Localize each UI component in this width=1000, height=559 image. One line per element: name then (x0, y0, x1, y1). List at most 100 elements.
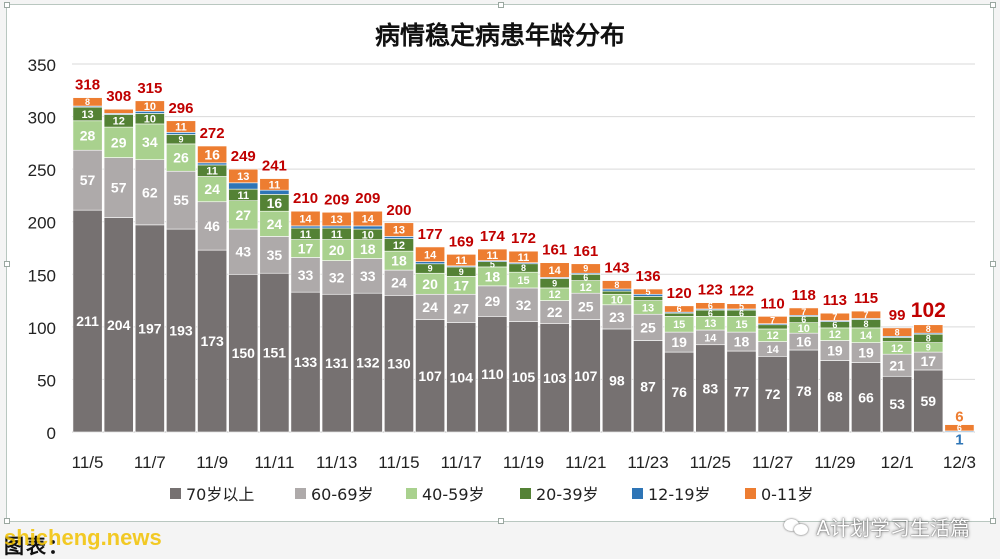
data-label: 43 (235, 244, 251, 260)
bar-segment (633, 288, 663, 295)
bar-segment (913, 324, 944, 334)
total-label: 177 (418, 226, 443, 243)
data-label: 7 (832, 312, 837, 322)
data-label: 26 (173, 150, 189, 166)
data-label: 27 (453, 300, 469, 316)
legend-label: 20-39岁 (536, 485, 599, 504)
data-label: 173 (200, 333, 224, 349)
bar-segment (757, 316, 788, 325)
data-label: 107 (574, 368, 598, 384)
bar-segment (601, 328, 632, 433)
bar-segment (477, 316, 508, 433)
bar-segment (197, 249, 228, 433)
bar-segment (788, 307, 819, 316)
data-label: 18 (360, 241, 376, 257)
footer-caption: 图表： (4, 534, 70, 558)
data-label: 11 (269, 179, 281, 191)
data-label: 24 (422, 299, 438, 315)
data-label: 104 (450, 369, 474, 385)
resize-handle[interactable] (4, 518, 10, 524)
resize-handle[interactable] (990, 261, 996, 267)
x-tick-label: 11/17 (441, 453, 482, 472)
y-tick-label: 0 (47, 424, 56, 443)
data-label: 12 (829, 329, 841, 341)
bar-segment (570, 263, 601, 274)
bar-segment (415, 261, 446, 265)
data-label: 19 (827, 343, 843, 359)
resize-handle[interactable] (990, 2, 996, 8)
bar-segment (259, 236, 290, 274)
data-label: 8 (864, 319, 869, 329)
bar-segment (290, 225, 321, 229)
data-label: 20 (329, 242, 345, 258)
total-label: 210 (293, 190, 318, 207)
data-label: 13 (331, 214, 343, 226)
data-label: 1 (955, 432, 963, 449)
legend-swatch (295, 488, 306, 499)
resize-handle[interactable] (990, 518, 996, 524)
data-label: 6 (955, 409, 963, 426)
data-label: 29 (485, 293, 501, 309)
total-label: 315 (137, 80, 162, 97)
y-tick-label: 150 (28, 266, 56, 285)
data-label: 12 (766, 330, 778, 342)
resize-handle[interactable] (4, 261, 10, 267)
bar-segment (259, 272, 290, 433)
resize-handle[interactable] (498, 2, 504, 8)
data-label: 8 (85, 97, 90, 107)
data-label: 6 (583, 273, 588, 283)
data-label: 11 (175, 122, 187, 134)
data-label: 11 (331, 229, 343, 241)
bar-segment (166, 120, 196, 133)
data-label: 13 (81, 109, 93, 121)
data-label: 46 (204, 218, 220, 234)
data-label: 13 (642, 302, 654, 314)
bar-segment (851, 362, 881, 433)
data-label: 6 (832, 320, 837, 330)
data-label: 12 (393, 240, 405, 252)
data-label: 5 (490, 260, 495, 270)
data-label: 6 (677, 304, 682, 314)
bar-segment (601, 280, 632, 290)
data-label: 14 (549, 265, 562, 277)
bar-segment (321, 211, 352, 227)
data-label: 53 (889, 396, 905, 412)
data-label: 6 (708, 301, 713, 311)
bar-segment (446, 322, 477, 433)
resize-handle[interactable] (4, 2, 10, 8)
data-label: 33 (298, 267, 314, 283)
bar-segment (72, 149, 103, 211)
data-label: 13 (393, 225, 405, 237)
resize-handle[interactable] (498, 518, 504, 524)
x-tick-label: 11/19 (503, 453, 544, 472)
y-tick-label: 300 (28, 109, 56, 128)
bar-segment (633, 296, 663, 301)
total-label: 113 (823, 292, 847, 309)
bar-segment (321, 260, 352, 295)
data-label: 32 (329, 269, 345, 285)
bar-segment (228, 273, 259, 433)
total-label: 296 (168, 100, 193, 117)
data-label: 8 (926, 324, 931, 334)
data-label: 21 (889, 357, 905, 373)
data-label: 12 (580, 282, 592, 294)
bar-segment (819, 360, 850, 433)
bar-segment (446, 293, 477, 323)
total-label: 318 (75, 77, 100, 94)
bar-segment (321, 293, 352, 433)
data-label: 9 (583, 264, 588, 274)
bar-segment (664, 351, 695, 433)
bar-segment (228, 182, 259, 190)
data-label: 5 (739, 302, 744, 312)
data-label: 87 (640, 378, 656, 394)
data-label: 133 (294, 354, 318, 370)
total-label: 169 (449, 233, 474, 250)
data-label: 57 (80, 172, 96, 188)
wechat-icon (784, 517, 810, 537)
data-label: 7 (801, 307, 806, 317)
bar-segment (570, 319, 601, 433)
data-label: 98 (609, 373, 625, 389)
bar-segment (134, 224, 165, 433)
data-label: 6 (708, 308, 713, 318)
data-label: 14 (362, 214, 375, 226)
